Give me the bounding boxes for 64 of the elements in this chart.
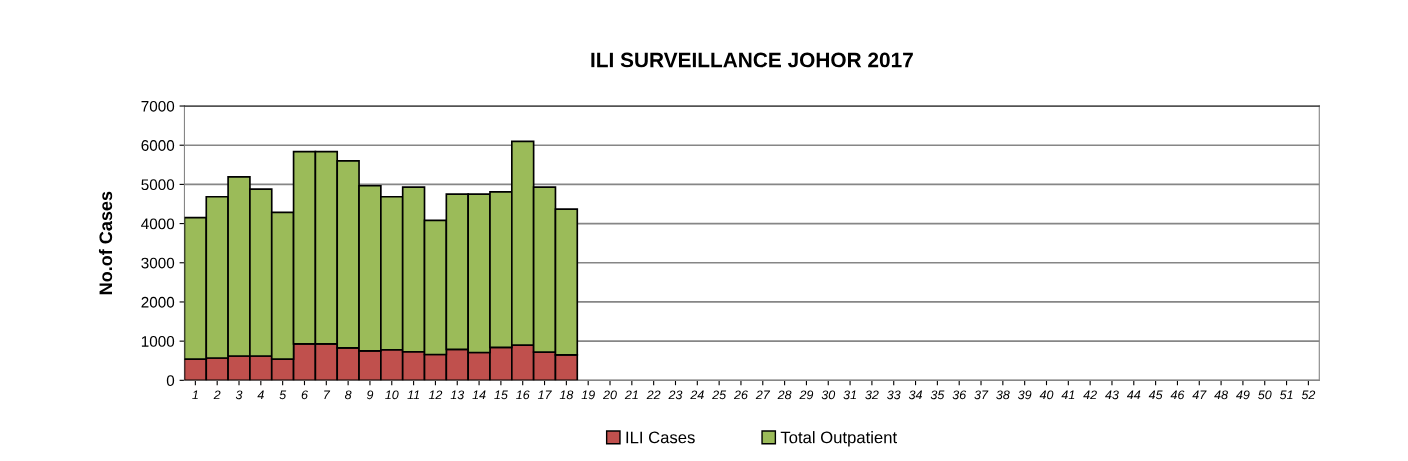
x-tick-label: 52: [1301, 390, 1316, 400]
x-tick-label: 30: [821, 390, 836, 400]
x-tick-label: 26: [733, 390, 748, 400]
x-tick-label: 44: [1126, 390, 1141, 400]
x-tick-label: 25: [712, 390, 727, 400]
x-tick-label: 21: [624, 390, 638, 400]
y-tick-label: 2000: [141, 296, 175, 308]
x-tick-label: 4: [257, 390, 264, 400]
x-tick-label: 2: [213, 390, 221, 400]
x-tick-label: 42: [1083, 390, 1097, 400]
x-tick-label: 34: [908, 390, 923, 400]
x-tick-label: 28: [777, 390, 792, 400]
x-tick-label: 8: [344, 390, 352, 400]
x-tick-label: 27: [755, 390, 771, 400]
x-tick-label: 43: [1105, 390, 1119, 400]
x-tick-label: 49: [1236, 390, 1250, 400]
y-tick-label: 4000: [141, 218, 175, 230]
x-tick-label: 17: [537, 390, 552, 400]
x-tick-label: 15: [494, 390, 508, 400]
x-tick-label: 37: [974, 390, 989, 400]
x-tick-label: 32: [865, 390, 879, 400]
x-tick-label: 23: [668, 390, 683, 400]
x-tick-label: 18: [559, 390, 574, 400]
y-tick-label: 0: [166, 375, 175, 387]
x-tick-label: 12: [428, 390, 443, 400]
legend-label: ILI Cases: [626, 431, 695, 444]
x-tick-label: 1: [192, 390, 198, 400]
x-tick-label: 10: [385, 390, 399, 400]
x-tick-label: 33: [887, 390, 901, 400]
x-tick-label: 35: [930, 390, 945, 400]
x-tick-label: 50: [1258, 390, 1272, 400]
x-tick-label: 31: [843, 390, 856, 400]
x-tick-label: 40: [1039, 390, 1054, 400]
y-tick-label: 1000: [141, 336, 175, 347]
y-axis-title: No.of Cases: [98, 191, 113, 295]
x-tick-label: 38: [996, 390, 1010, 400]
x-tick-label: 48: [1214, 390, 1228, 400]
x-tick-label: 11: [407, 390, 420, 400]
chart-title: ILI SURVEILLANCE JOHOR 2017: [591, 52, 913, 68]
y-tick-label: 5000: [141, 179, 175, 191]
x-tick-label: 22: [646, 390, 661, 400]
x-tick-label: 5: [279, 390, 287, 400]
x-tick-label: 3: [235, 390, 243, 400]
x-tick-label: 45: [1148, 390, 1163, 400]
x-tick-label: 9: [366, 390, 374, 400]
x-tick-label: 20: [602, 390, 617, 400]
x-tick-label: 29: [799, 390, 814, 400]
y-tick-label: 3000: [141, 257, 175, 269]
legend-label: Total Outpatient: [780, 431, 897, 447]
x-tick-label: 47: [1192, 390, 1207, 400]
x-tick-label: 16: [516, 390, 530, 400]
y-tick-label: 7000: [141, 100, 175, 112]
x-tick-label: 6: [301, 390, 308, 400]
x-tick-label: 41: [1061, 390, 1075, 400]
x-tick-label: 24: [690, 390, 704, 400]
x-tick-label: 7: [324, 390, 331, 400]
x-tick-label: 39: [1018, 390, 1032, 400]
x-tick-label: 46: [1170, 390, 1185, 400]
y-tick-label: 6000: [141, 140, 175, 151]
x-tick-label: 36: [952, 390, 967, 400]
x-tick-label: 19: [581, 390, 595, 400]
x-tick-label: 13: [450, 390, 465, 400]
x-tick-label: 14: [472, 390, 486, 400]
x-tick-label: 51: [1279, 390, 1293, 400]
